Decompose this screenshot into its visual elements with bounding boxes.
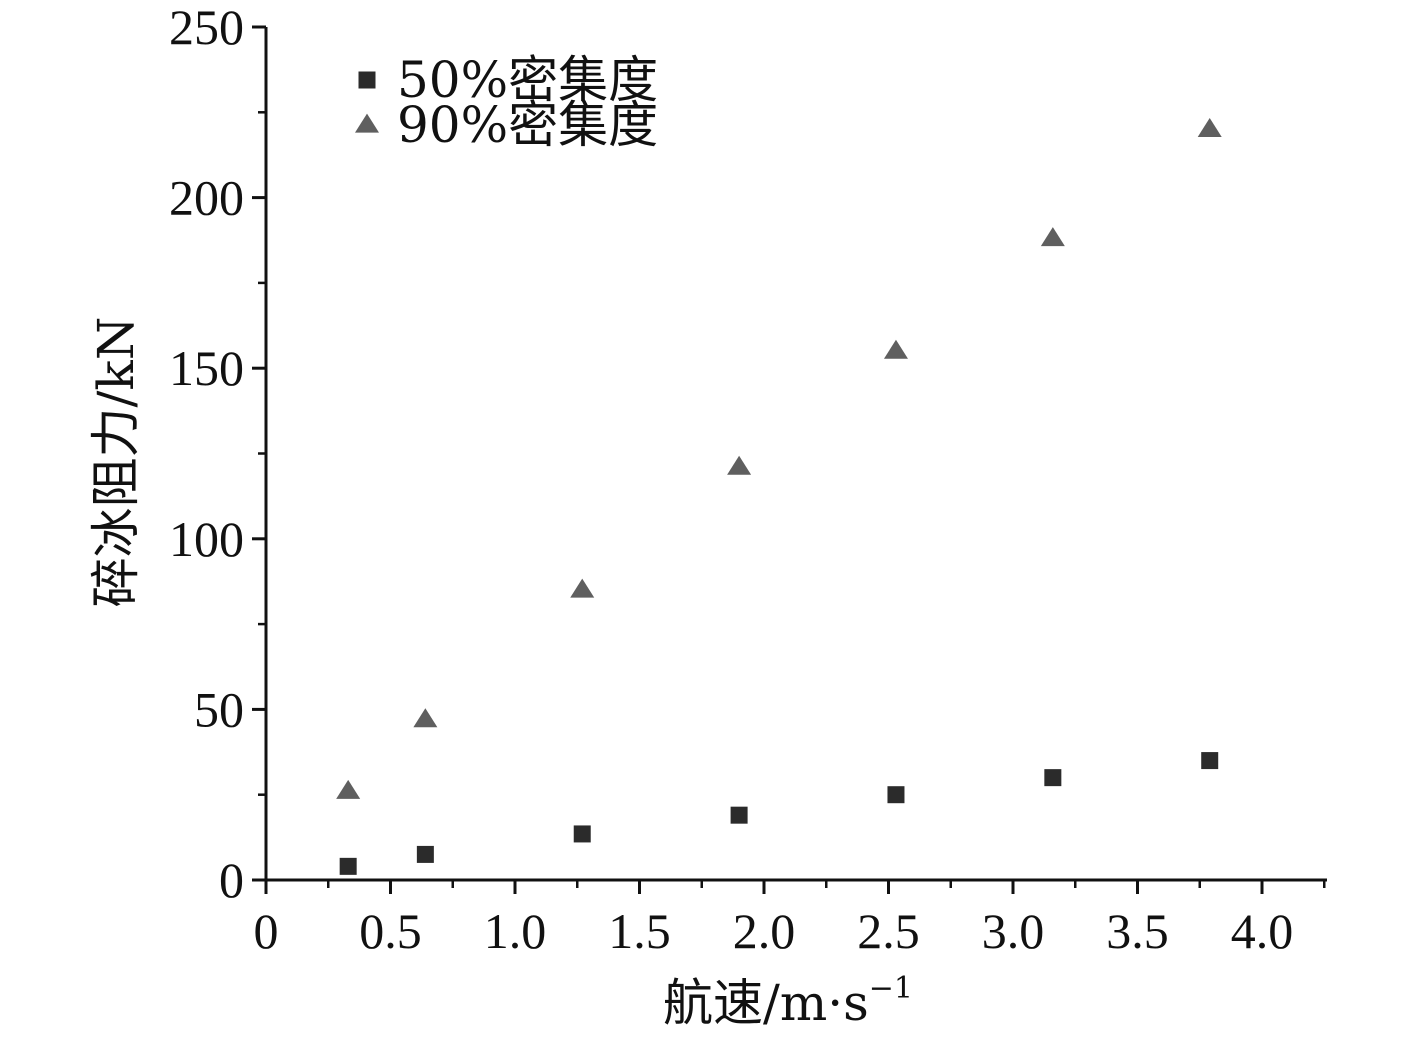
tick-labels: 0 50 100 150 200 250 0 0.5 1.0 1.5 2.0 2.5 3.0 3.5 4.0: [169, 0, 1293, 959]
series-50-point: [416, 845, 434, 863]
series-50-point: [887, 786, 905, 804]
y-axis-title: 碎冰阻力/kN: [87, 317, 145, 608]
x-tick-label: 3.0: [982, 903, 1045, 959]
series-90-point: [727, 455, 752, 475]
y-tick-label: 200: [169, 170, 244, 226]
series-90-point: [883, 339, 908, 359]
x-tick-label: 1.0: [484, 903, 547, 959]
series-90-point: [1197, 117, 1222, 137]
series-90-point: [413, 708, 438, 728]
x-tick-label: 2.0: [733, 903, 796, 959]
series-90-point: [1040, 227, 1065, 247]
y-tick-label: 0: [219, 852, 244, 908]
x-tick-label: 4.0: [1231, 903, 1294, 959]
x-tick-label: 3.5: [1106, 903, 1169, 959]
data-points: [336, 117, 1222, 875]
series-50-point: [730, 806, 748, 824]
ticks: [252, 25, 1326, 894]
legend-label: 50%密集度: [397, 51, 658, 109]
x-axis-title: 航速/m·s−1: [663, 971, 913, 1032]
series-50-point: [573, 825, 591, 843]
series-50-point: [1201, 752, 1219, 770]
y-tick-label: 150: [169, 340, 244, 396]
legend-triangle-marker: [355, 113, 379, 133]
series-50-point: [339, 857, 357, 875]
series-90-point: [336, 779, 361, 799]
x-tick-label: 2.5: [857, 903, 920, 959]
x-axis-title-exponent: −1: [869, 971, 913, 1006]
y-tick-label: 100: [169, 511, 244, 567]
y-tick-label: 50: [194, 681, 244, 737]
axes: [264, 27, 1327, 882]
legend-label: 90%密集度: [397, 96, 658, 154]
x-tick-label: 0: [254, 903, 279, 959]
y-tick-label: 250: [169, 0, 244, 55]
legend-square-marker: [358, 71, 376, 89]
x-tick-label: 1.5: [608, 903, 671, 959]
series-90-point: [570, 578, 595, 598]
x-tick-label: 0.5: [359, 903, 422, 959]
series-50-point: [1044, 769, 1062, 787]
